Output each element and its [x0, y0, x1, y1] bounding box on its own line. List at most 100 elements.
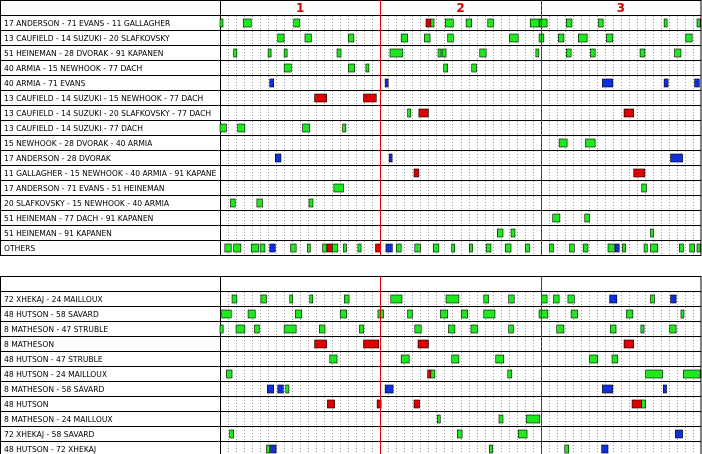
shift-bar-green: [606, 33, 614, 43]
shift-bar-green: [487, 18, 494, 28]
shift-bar-green: [221, 309, 232, 319]
shift-bar-green: [508, 324, 514, 334]
shift-bar-green: [541, 294, 548, 304]
shift-bar-green: [535, 48, 540, 58]
shift-bar-red: [413, 168, 420, 178]
period-label: 1: [296, 1, 304, 15]
row-label: 8 MATHESON - 47 STRUBLE: [4, 325, 108, 334]
shift-bar-green: [679, 243, 684, 253]
shift-bar-blue: [663, 78, 669, 88]
row-label: 13 CAUFIELD - 14 SUZUKI - 20 SLAFKOVSKY …: [4, 109, 211, 118]
shift-bar-green: [685, 33, 693, 43]
row-label: 40 ARMIA - 71 EVANS: [4, 79, 86, 88]
shift-bar-blue: [601, 444, 609, 454]
shift-bar-green: [582, 243, 589, 253]
shift-bar-green: [400, 33, 408, 43]
shift-bar-green: [219, 18, 224, 28]
shift-bar-green: [424, 33, 431, 43]
shift-bar-red: [623, 108, 634, 118]
shift-bar-green: [570, 309, 578, 319]
shift-bar-green: [640, 324, 645, 334]
shift-bar-green: [590, 48, 596, 58]
row-label: 15 NEWHOOK - 28 DVORAK - 40 ARMIA: [4, 139, 153, 148]
shift-bar-green: [585, 138, 596, 148]
shift-bar-green: [247, 309, 256, 319]
shift-bar-green: [578, 33, 588, 43]
shift-bar-green: [295, 309, 303, 319]
shift-bar-green: [414, 324, 422, 334]
shift-bar-green: [219, 123, 227, 133]
shift-bar-green: [224, 243, 232, 253]
shift-bar-red: [363, 93, 377, 103]
shift-bar-green: [483, 294, 489, 304]
row-label: 17 ANDERSON - 28 DVORAK: [4, 154, 112, 163]
shift-bar-green: [319, 324, 326, 334]
shift-bar-green: [237, 123, 246, 133]
shift-bar-green: [235, 324, 246, 334]
shift-bar-blue: [269, 78, 275, 88]
shift-bar-green: [357, 243, 362, 253]
row-label: 40 ARMIA - 15 NEWHOOK - 77 DACH: [4, 64, 142, 73]
shift-bar-green: [445, 294, 460, 304]
shift-bar-green: [626, 309, 634, 319]
shift-bar-green: [414, 243, 421, 253]
row-label: 48 HUTSON: [4, 400, 48, 409]
shift-bar-green: [256, 198, 263, 208]
row-label: 11 GALLAGHER - 15 NEWHOOK - 40 ARMIA - 9…: [4, 169, 217, 178]
shift-bar-green: [461, 309, 469, 319]
shift-bar-green: [610, 324, 617, 334]
shift-bar-red: [363, 339, 380, 349]
shift-bar-green: [231, 294, 238, 304]
shift-bar-green: [444, 18, 454, 28]
shift-bar-green: [342, 123, 347, 133]
shift-bar-green: [285, 384, 290, 394]
shift-bar-green: [437, 48, 442, 58]
shift-bar-green: [497, 228, 504, 238]
shift-bar-blue: [663, 384, 667, 394]
shift-bar-blue: [269, 243, 276, 253]
shift-bar-green: [674, 48, 682, 58]
row-label: 51 HEINEMAN - 77 DACH - 91 KAPANEN: [4, 214, 153, 223]
shift-bar-blue: [270, 444, 277, 454]
row-label: 17 ANDERSON - 71 EVANS - 11 GALLAGHER: [4, 19, 171, 28]
shift-bar-green: [643, 243, 648, 253]
shift-bar-green: [456, 429, 463, 439]
shift-bar-green: [229, 429, 234, 439]
shift-bar-green: [230, 198, 236, 208]
row-label: 17 ANDERSON - 71 EVANS - 51 HEINEMAN: [4, 184, 165, 193]
shift-bar-green: [359, 324, 364, 334]
shift-bar-green: [396, 243, 402, 253]
shift-bar-green: [254, 324, 260, 334]
row-label: 51 HEINEMAN - 91 KAPANEN: [4, 229, 112, 238]
shift-bar-red: [417, 339, 429, 349]
shift-bar-red: [413, 399, 420, 409]
shift-bar-green: [622, 243, 626, 253]
shift-bar-red: [327, 243, 333, 253]
shift-bar-green: [650, 294, 655, 304]
shift-bar-green: [219, 324, 224, 334]
shift-bar-blue: [602, 384, 614, 394]
shift-bar-green: [509, 33, 519, 43]
shift-bar-green: [584, 213, 590, 223]
shift-bar-green: [283, 324, 297, 334]
shift-bar-green: [566, 18, 573, 28]
shift-bar-green: [508, 294, 515, 304]
shift-bar-green: [680, 309, 685, 319]
shift-bar-green: [495, 354, 505, 364]
shift-bar-green: [309, 294, 314, 304]
shift-bar-green: [250, 243, 259, 253]
shift-bar-green: [440, 309, 448, 319]
shift-bar-green: [539, 18, 548, 28]
shift-bar-green: [343, 294, 350, 304]
row-label: 48 HUTSON - 58 SAVARD: [4, 310, 99, 319]
shift-bar-green: [589, 354, 598, 364]
shift-bar-blue: [670, 153, 683, 163]
shift-bar-green: [469, 243, 473, 253]
shift-bar-green: [308, 198, 314, 208]
shift-bar-green: [483, 309, 496, 319]
shift-bar-green: [641, 399, 646, 409]
shift-bar-green: [390, 294, 403, 304]
row-label: 13 CAUFIELD - 14 SUZUKI - 15 NEWHOOK - 7…: [4, 94, 203, 103]
shift-bar-green: [525, 414, 541, 424]
shift-bar-green: [290, 243, 297, 253]
